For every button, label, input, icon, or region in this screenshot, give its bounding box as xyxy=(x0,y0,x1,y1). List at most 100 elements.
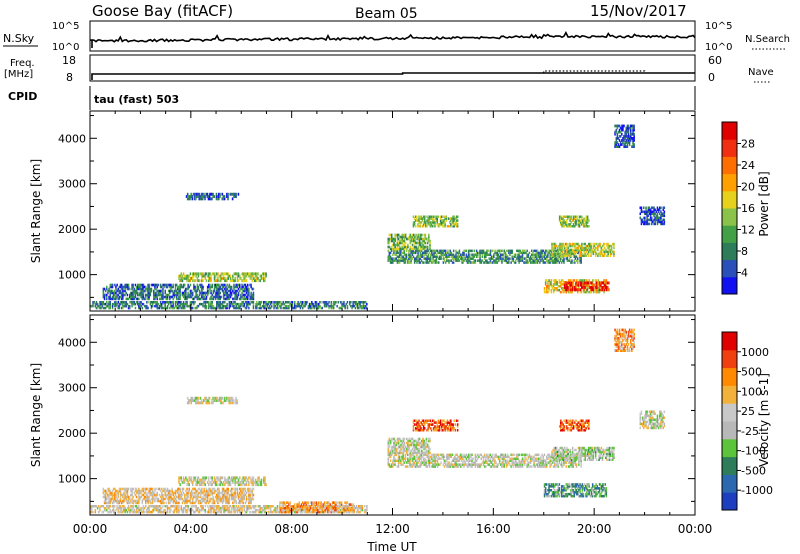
heatmap-cell xyxy=(418,233,421,237)
heatmap-cell xyxy=(567,281,569,285)
heatmap-cell xyxy=(109,493,111,497)
heatmap-cell xyxy=(217,279,219,283)
heatmap-cell xyxy=(394,257,396,260)
heatmap-cell xyxy=(190,489,193,493)
heatmap-cell xyxy=(119,301,122,304)
heatmap-cell xyxy=(454,217,457,220)
heatmap-cell xyxy=(562,244,565,248)
heatmap-cell xyxy=(109,501,111,505)
heatmap-cell xyxy=(169,285,171,289)
heatmap-cell xyxy=(412,245,415,249)
heatmap-cell xyxy=(486,261,488,264)
heatmap-cell xyxy=(497,249,500,253)
heatmap-cell xyxy=(192,493,194,497)
heatmap-cell xyxy=(623,145,625,148)
heatmap-cell xyxy=(271,304,273,308)
heatmap-cell xyxy=(161,295,163,299)
heatmap-cell xyxy=(106,304,108,308)
heatmap-cell xyxy=(342,302,344,306)
heatmap-cell xyxy=(171,505,173,508)
heatmap-cell xyxy=(196,508,199,512)
heatmap-cell xyxy=(648,206,651,210)
heatmap-cell xyxy=(218,487,220,491)
heatmap-cell xyxy=(610,252,613,256)
heatmap-cell xyxy=(583,281,585,285)
heatmap-cell xyxy=(171,487,173,491)
heatmap-cell xyxy=(244,274,247,278)
heatmap-cell xyxy=(401,259,403,262)
heatmap-cell xyxy=(178,497,180,501)
heatmap-cell xyxy=(441,249,443,253)
heatmap-cell xyxy=(181,501,184,505)
heatmap-cell xyxy=(211,283,213,287)
heatmap-cell xyxy=(201,195,204,198)
heatmap-cell xyxy=(458,249,461,253)
heatmap-cell xyxy=(202,295,204,299)
heatmap-cell xyxy=(242,297,244,301)
heatmap-cell xyxy=(409,257,411,260)
heatmap-cell xyxy=(118,291,121,295)
heatmap-cell xyxy=(463,255,465,258)
heatmap-cell xyxy=(252,497,255,501)
heatmap-cell xyxy=(137,302,139,306)
heatmap-cell xyxy=(124,489,126,493)
heatmap-cell xyxy=(217,510,219,514)
heatmap-cell xyxy=(429,241,431,245)
heatmap-cell xyxy=(196,289,199,293)
heatmap-cell xyxy=(436,249,439,253)
heatmap-cell xyxy=(242,279,244,283)
heatmap-cell xyxy=(222,274,225,278)
heatmap-cell xyxy=(119,497,122,501)
heatmap-cell xyxy=(237,306,240,310)
heatmap-cell xyxy=(251,293,254,297)
heatmap-cell xyxy=(571,286,574,289)
heatmap-cell xyxy=(232,304,234,308)
heatmap-cell xyxy=(441,219,443,222)
heatmap-cell xyxy=(164,302,166,306)
heatmap-cell xyxy=(440,255,442,258)
heatmap-cell xyxy=(178,476,180,480)
heatmap-cell xyxy=(305,301,307,304)
heatmap-cell xyxy=(219,506,221,510)
heatmap-cell xyxy=(149,302,152,306)
heatmap-cell xyxy=(115,285,117,289)
heatmap-cell xyxy=(211,489,213,493)
heatmap-cell xyxy=(167,499,170,503)
heatmap-cell xyxy=(346,304,349,308)
heatmap-cell xyxy=(359,302,361,306)
heatmap-cell xyxy=(576,248,578,252)
heatmap-cell xyxy=(198,483,201,487)
heatmap-cell xyxy=(485,255,487,258)
heatmap-cell xyxy=(424,237,427,241)
heatmap-cell xyxy=(397,257,400,260)
heatmap-cell xyxy=(532,259,534,262)
heatmap-cell xyxy=(94,302,97,306)
heatmap-cell xyxy=(424,219,426,222)
heatmap-cell xyxy=(182,302,185,306)
heatmap-cell xyxy=(244,489,247,493)
heatmap-cell xyxy=(401,237,403,241)
heatmap-cell xyxy=(412,235,415,239)
heatmap-cell xyxy=(255,304,257,308)
heatmap-cell xyxy=(179,291,181,295)
heatmap-cell xyxy=(189,272,192,276)
heatmap-cell xyxy=(135,287,138,291)
cpid-label: CPID xyxy=(8,90,37,103)
heatmap-cell xyxy=(407,261,409,264)
heatmap-cell xyxy=(197,506,200,510)
heatmap-cell xyxy=(147,510,149,514)
heatmap-cell xyxy=(131,505,133,508)
heatmap-cell xyxy=(122,510,124,514)
heatmap-cell xyxy=(159,302,162,306)
heatmap-cell xyxy=(232,501,234,505)
heatmap-cell xyxy=(481,259,484,262)
heatmap-cell xyxy=(409,247,412,251)
heatmap-cell xyxy=(243,304,245,308)
heatmap-cell xyxy=(607,286,609,289)
heatmap-cell xyxy=(110,491,113,495)
heatmap-cell xyxy=(615,143,617,146)
heatmap-cell xyxy=(548,259,550,262)
heatmap-cell xyxy=(186,276,188,280)
heatmap-cell xyxy=(619,135,622,138)
heatmap-cell xyxy=(436,215,438,218)
